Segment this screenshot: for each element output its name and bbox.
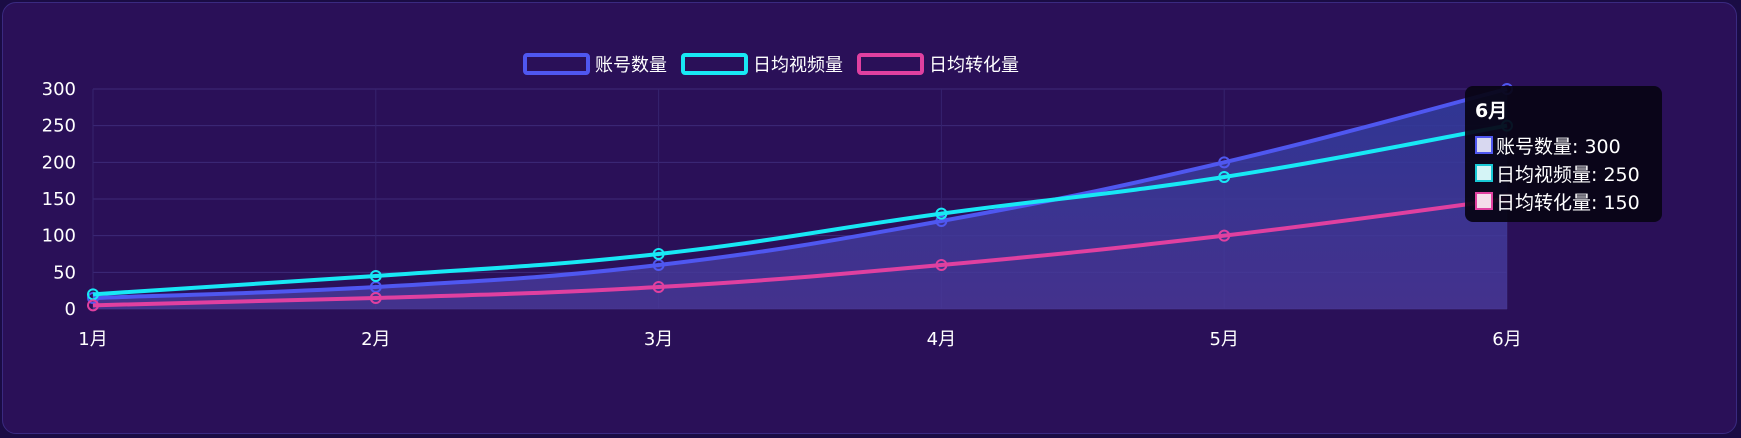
- tooltip-text: 日均转化量: 150: [1496, 191, 1640, 214]
- tooltip: 6月 账号数量: 300 日均视频量: 250 日均转化量: 150: [1465, 86, 1662, 222]
- swatch: [1475, 136, 1493, 154]
- data-point: [87, 299, 99, 312]
- data-point: [369, 292, 382, 304]
- swatch: [1475, 192, 1493, 210]
- y-tick-label: 100: [42, 226, 76, 247]
- series-line: [92, 197, 1508, 308]
- x-tick-label: 6月: [1492, 329, 1521, 350]
- tooltip-row: 日均转化量: 150: [1475, 187, 1652, 215]
- tooltip-row: 账号数量: 300: [1475, 131, 1652, 159]
- x-tick-label: 5月: [1209, 329, 1238, 350]
- tooltip-title: 6月: [1475, 100, 1508, 122]
- legend-label: 日均视频量: [753, 55, 843, 76]
- y-tick-label: 250: [42, 116, 76, 137]
- series-line: [92, 123, 1508, 297]
- y-tick-label: 200: [42, 152, 76, 173]
- series-line: [92, 87, 1508, 300]
- swatch: [1475, 164, 1493, 182]
- legend-label: 账号数量: [595, 55, 667, 76]
- legend-label: 日均转化量: [929, 55, 1019, 76]
- y-tick-label: 300: [42, 79, 76, 100]
- x-tick-label: 3月: [644, 329, 673, 350]
- y-tick-label: 150: [42, 189, 76, 210]
- data-point: [1218, 229, 1231, 242]
- x-tick-label: 4月: [927, 329, 956, 350]
- tooltip-text: 账号数量: 300: [1496, 135, 1621, 158]
- data-point: [1218, 156, 1231, 169]
- legend-swatch: [857, 53, 924, 75]
- tooltip-text: 日均视频量: 250: [1496, 163, 1640, 186]
- tooltip-row: 日均视频量: 250: [1475, 159, 1652, 187]
- y-tick-label: 0: [65, 299, 76, 320]
- legend-swatch: [681, 53, 748, 75]
- data-point: [1218, 171, 1231, 183]
- data-point: [369, 270, 382, 282]
- x-tick-label: 1月: [78, 329, 107, 350]
- y-tick-label: 50: [53, 262, 76, 283]
- data-point: [652, 281, 665, 293]
- data-point: [652, 248, 665, 260]
- area-fill: [93, 89, 1507, 309]
- legend-swatch: [523, 53, 590, 75]
- data-point: [935, 207, 948, 220]
- data-point: [935, 259, 948, 271]
- x-tick-label: 2月: [361, 329, 390, 350]
- data-point: [935, 215, 948, 227]
